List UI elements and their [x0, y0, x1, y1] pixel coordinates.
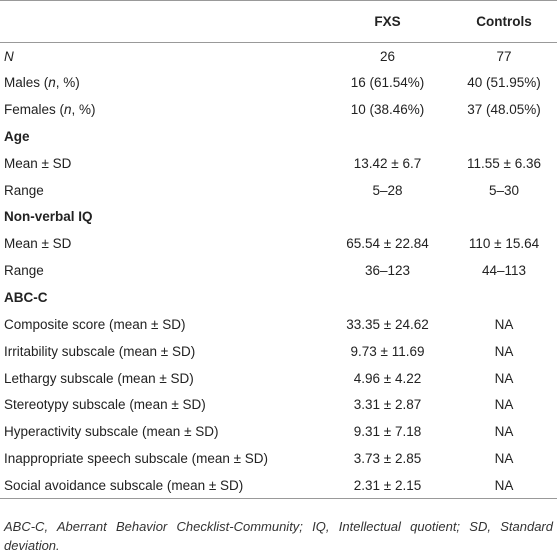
label-text: Inappropriate speech subscale (mean ± SD…: [4, 451, 269, 467]
row-label: Composite score (mean ± SD): [0, 311, 324, 338]
table-row: Females (n, %) 10 (38.46%) 37 (48.05%): [0, 96, 557, 123]
section-heading: Non-verbal IQ: [4, 209, 93, 225]
row-label: Lethargy subscale (mean ± SD): [0, 365, 324, 392]
row-label: Males (n, %): [0, 69, 324, 96]
value-cell: 33.35 ± 24.62: [346, 316, 429, 332]
value-cell: 110 ± 15.64: [468, 236, 540, 252]
label-text: Mean ± SD: [4, 155, 72, 171]
table-row: Range 36–123 44–113: [0, 257, 557, 284]
section-heading: Age: [4, 128, 30, 144]
table-row: Males (n, %) 16 (61.54%) 40 (51.95%): [0, 69, 557, 96]
value-cell: NA: [494, 451, 514, 467]
header-cell: [0, 1, 324, 43]
row-label: N: [0, 43, 324, 70]
value-cell: 37 (48.05%): [467, 102, 541, 118]
value-cell: NA: [494, 370, 514, 386]
row-label: Mean ± SD: [0, 150, 324, 177]
section-heading: ABC-C: [4, 290, 48, 306]
value-cell: 3.73 ± 2.85: [353, 451, 422, 467]
value-cell: 40 (51.95%): [467, 75, 541, 91]
value-cell: 3.31 ± 2.87: [353, 397, 422, 413]
table-row: Irritability subscale (mean ± SD) 9.73 ± …: [0, 338, 557, 365]
row-label: Range: [0, 177, 324, 204]
header-cell: Controls: [476, 14, 532, 29]
value-cell: 13.42 ± 6.7: [353, 155, 422, 171]
label-text: Hyperactivity subscale (mean ± SD): [4, 424, 219, 440]
table-row: ABC-C: [0, 284, 557, 311]
label-text: Social avoidance subscale (mean ± SD): [4, 477, 244, 493]
table-row: Stereotypy subscale (mean ± SD) 3.31 ± 2.…: [0, 391, 557, 418]
value-cell: NA: [494, 397, 514, 413]
table-row: Composite score (mean ± SD) 33.35 ± 24.62…: [0, 311, 557, 338]
label-text: , %): [55, 75, 80, 91]
value-cell: 36–123: [364, 263, 411, 279]
value-cell: 2.31 ± 2.15: [353, 477, 422, 493]
row-label: Mean ± SD: [0, 230, 324, 257]
value-cell: NA: [494, 343, 514, 359]
table-row: Lethargy subscale (mean ± SD) 4.96 ± 4.22…: [0, 365, 557, 392]
row-label: Social avoidance subscale (mean ± SD): [0, 472, 324, 499]
row-label: Irritability subscale (mean ± SD): [0, 338, 324, 365]
label-text: Range: [4, 263, 44, 279]
row-label: Range: [0, 257, 324, 284]
table-row: Range 5–28 5–30: [0, 177, 557, 204]
row-label: Stereotypy subscale (mean ± SD): [0, 391, 324, 418]
table-row: Social avoidance subscale (mean ± SD) 2.3…: [0, 472, 557, 499]
value-cell: 10 (38.46%): [350, 102, 425, 118]
label-text: Mean ± SD: [4, 236, 72, 252]
label-text: Females (: [4, 102, 65, 118]
value-cell: 5–28: [372, 182, 403, 198]
label-text: N: [4, 48, 14, 64]
value-cell: 16 (61.54%): [350, 75, 425, 91]
label-text: Lethargy subscale (mean ± SD): [4, 370, 194, 386]
value-cell: 65.54 ± 22.84: [346, 236, 429, 252]
value-cell: 5–30: [488, 182, 520, 198]
data-table: FXS Controls N 26 77 Males (n, %) 16 (61.54%…: [0, 0, 557, 499]
label-text: n: [64, 102, 72, 118]
table-row: Mean ± SD 65.54 ± 22.84 110 ± 15.64: [0, 230, 557, 257]
table-row: Age: [0, 123, 557, 150]
label-text: , %): [71, 102, 96, 118]
label-text: n: [48, 75, 56, 91]
value-cell: 9.31 ± 7.18: [353, 424, 422, 440]
value-cell: NA: [494, 316, 514, 332]
table-row: Mean ± SD 13.42 ± 6.7 11.55 ± 6.36: [0, 150, 557, 177]
footnote: ABC-C, Aberrant Behavior Checklist-Commu…: [4, 519, 553, 553]
row-label: Hyperactivity subscale (mean ± SD): [0, 418, 324, 445]
table-row: Hyperactivity subscale (mean ± SD) 9.31 ±…: [0, 418, 557, 445]
table-row: Inappropriate speech subscale (mean ± SD…: [0, 445, 557, 472]
value-cell: 77: [496, 48, 512, 64]
value-cell: 9.73 ± 11.69: [350, 343, 425, 359]
value-cell: 26: [379, 48, 396, 64]
label-text: Males (: [4, 75, 49, 91]
value-cell: NA: [494, 477, 514, 493]
row-label: Females (n, %): [0, 96, 324, 123]
label-text: Stereotypy subscale (mean ± SD): [4, 397, 206, 413]
value-cell: 11.55 ± 6.36: [467, 155, 541, 171]
header-row: FXS Controls: [0, 0, 557, 43]
header-cell: FXS: [374, 14, 401, 29]
row-label: Inappropriate speech subscale (mean ± SD…: [0, 445, 324, 472]
value-cell: 44–113: [481, 263, 527, 279]
table-row: N 26 77: [0, 43, 557, 70]
label-text: Range: [4, 182, 44, 198]
table-row: Non-verbal IQ: [0, 204, 557, 231]
label-text: Irritability subscale (mean ± SD): [4, 343, 196, 359]
value-cell: 4.96 ± 4.22: [353, 370, 422, 386]
table-body: N 26 77 Males (n, %) 16 (61.54%) 40 (51.95%) F…: [0, 43, 557, 499]
label-text: Composite score (mean ± SD): [4, 316, 186, 332]
value-cell: NA: [494, 424, 514, 440]
